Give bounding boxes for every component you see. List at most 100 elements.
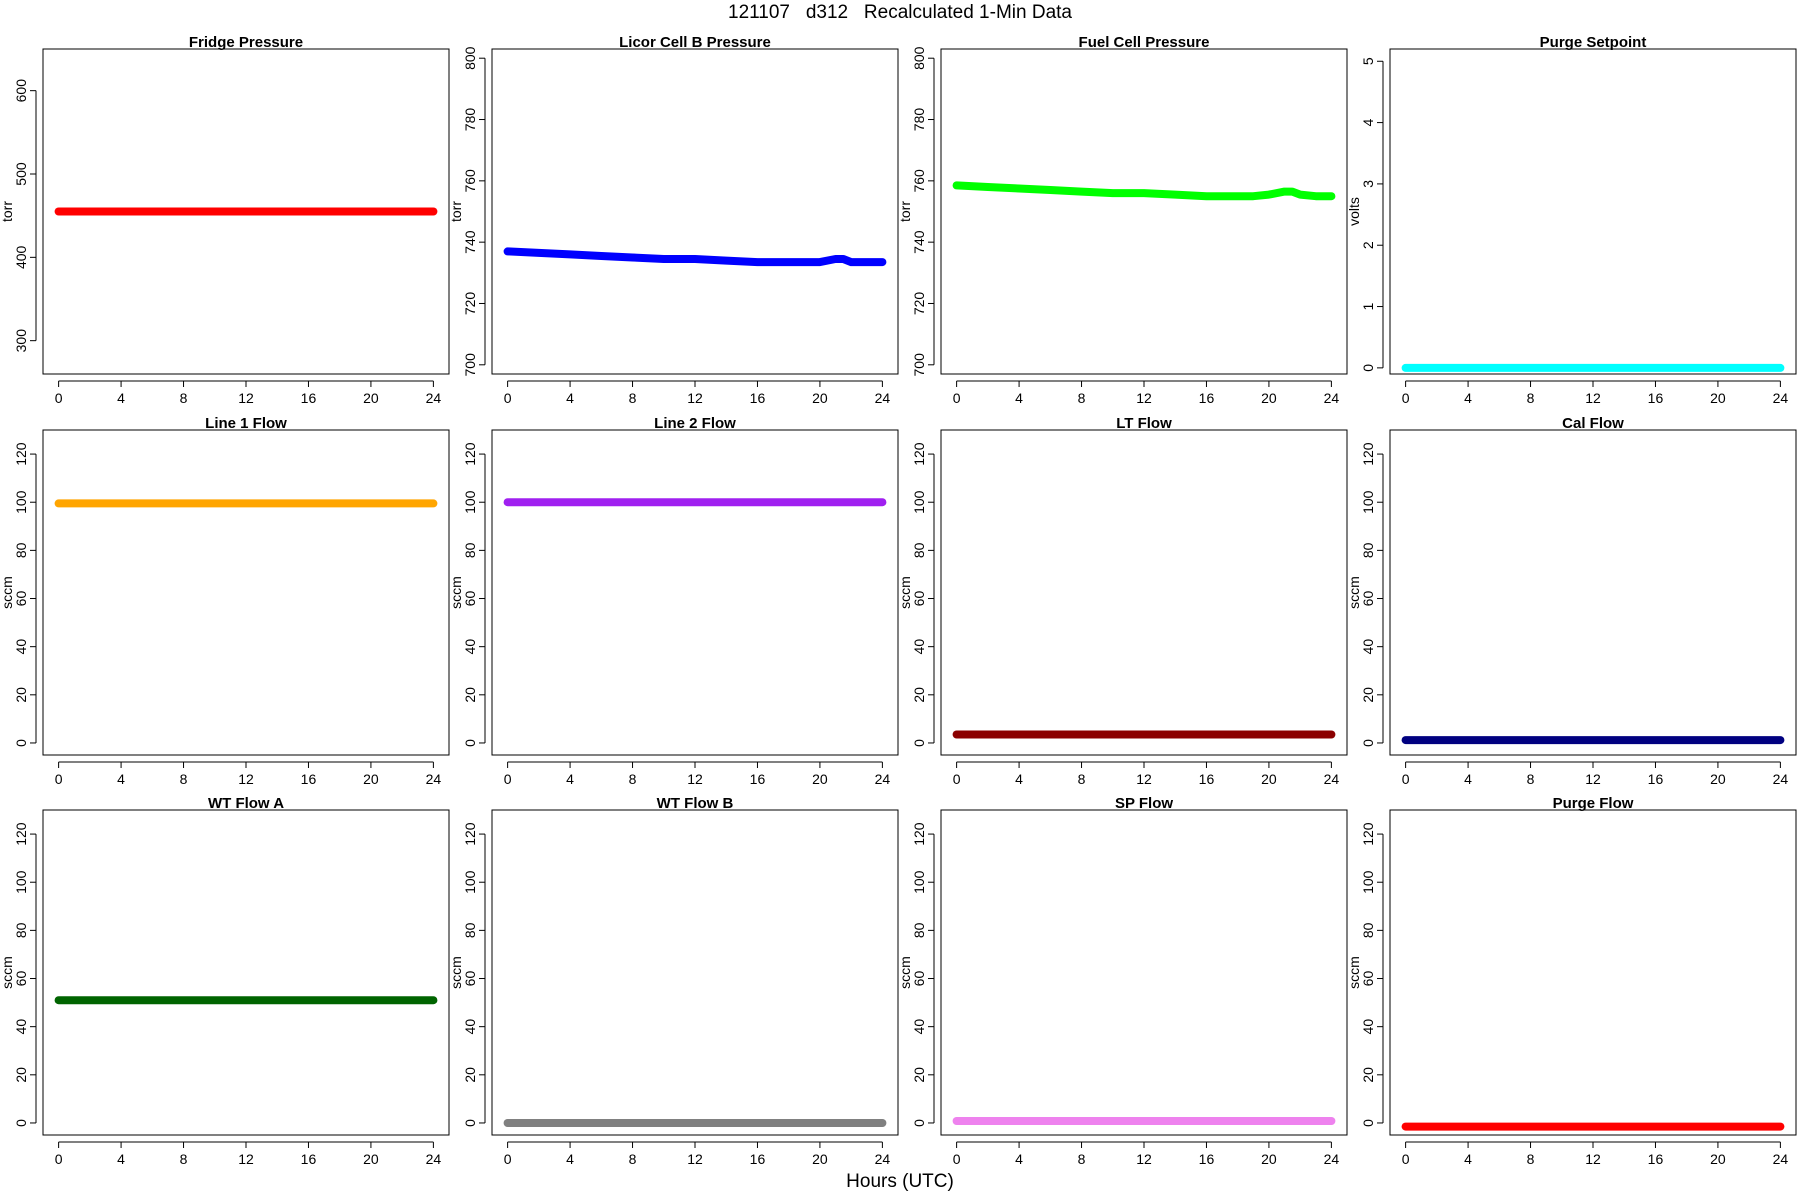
plot-frame — [491, 48, 899, 375]
x-tick-label: 24 — [1324, 1151, 1340, 1167]
y-tick-label: 780 — [911, 108, 927, 132]
y-tick-label: 60 — [911, 591, 927, 607]
y-tick-label: 60 — [1360, 971, 1376, 987]
y-tick-label: 700 — [911, 353, 927, 377]
y-tick-label: 120 — [911, 442, 927, 466]
x-tick-label: 0 — [953, 390, 961, 406]
y-axis-label: sccm — [0, 956, 15, 989]
x-tick-label: 4 — [117, 771, 125, 787]
x-tick-label: 12 — [1585, 1151, 1601, 1167]
x-tick-label: 8 — [180, 771, 188, 787]
x-axis-caption: Hours (UTC) — [846, 1171, 954, 1192]
y-tick-label: 40 — [911, 639, 927, 655]
x-tick-label: 24 — [875, 390, 891, 406]
page-title: 121107 d312 Recalculated 1-Min Data — [728, 2, 1072, 23]
x-tick-label: 4 — [1015, 390, 1023, 406]
y-tick-label: 0 — [1360, 364, 1376, 372]
data-series — [952, 181, 1336, 201]
y-tick-label: 20 — [462, 687, 478, 703]
x-tick-label: 8 — [629, 390, 637, 406]
x-tick-label: 12 — [1136, 390, 1152, 406]
y-tick-label: 720 — [462, 292, 478, 316]
y-axis-label: sccm — [1346, 576, 1362, 609]
y-tick-label: 600 — [13, 79, 29, 103]
x-tick-label: 0 — [953, 1151, 961, 1167]
x-tick-label: 20 — [1261, 390, 1277, 406]
y-tick-label: 20 — [911, 1067, 927, 1083]
y-tick-label: 100 — [911, 870, 927, 894]
x-tick-label: 4 — [566, 771, 574, 787]
x-tick-label: 8 — [1527, 1151, 1535, 1167]
chart-title: Fridge Pressure — [189, 34, 303, 51]
y-tick-label: 120 — [462, 822, 478, 846]
plot-frame — [42, 48, 450, 375]
x-tick-label: 24 — [426, 771, 442, 787]
plot-frame — [1389, 809, 1797, 1136]
plot-frame — [42, 429, 450, 756]
x-tick-label: 0 — [55, 771, 63, 787]
y-tick-label: 100 — [13, 870, 29, 894]
y-tick-label: 120 — [1360, 822, 1376, 846]
chart-panel: Line 2 Flow 0 4 8 12 16 20 24 0 20 40 60 80 100 120 scc… — [448, 415, 899, 787]
x-tick-label: 20 — [363, 1151, 379, 1167]
x-tick-label: 20 — [1710, 390, 1726, 406]
x-tick-label: 0 — [953, 771, 961, 787]
y-tick-label: 80 — [1360, 922, 1376, 938]
y-tick-label: 20 — [462, 1067, 478, 1083]
y-tick-label: 740 — [462, 230, 478, 254]
chart-title: Line 2 Flow — [654, 415, 736, 432]
x-tick-label: 16 — [1648, 1151, 1664, 1167]
x-tick-label: 20 — [1710, 771, 1726, 787]
x-tick-label: 8 — [1527, 390, 1535, 406]
y-tick-label: 80 — [1360, 542, 1376, 558]
y-tick-label: 20 — [911, 687, 927, 703]
y-tick-label: 80 — [13, 542, 29, 558]
x-tick-label: 16 — [1199, 1151, 1215, 1167]
y-tick-label: 500 — [13, 162, 29, 186]
x-tick-label: 0 — [1402, 1151, 1410, 1167]
chart-panel: LT Flow 0 4 8 12 16 20 24 0 20 40 60 80 100 120 sccm — [897, 415, 1348, 787]
x-tick-label: 24 — [1324, 390, 1340, 406]
y-tick-label: 0 — [911, 739, 927, 747]
x-tick-label: 12 — [238, 1151, 254, 1167]
x-tick-label: 12 — [687, 1151, 703, 1167]
plot-frame — [42, 809, 450, 1136]
y-tick-label: 0 — [462, 1119, 478, 1127]
chart-title: Purge Flow — [1553, 795, 1634, 812]
y-tick-label: 60 — [13, 591, 29, 607]
chart-title: Cal Flow — [1562, 415, 1624, 432]
x-tick-label: 24 — [1773, 771, 1789, 787]
y-tick-label: 120 — [462, 442, 478, 466]
plot-frame — [940, 809, 1348, 1136]
x-tick-label: 16 — [1199, 390, 1215, 406]
x-tick-label: 16 — [1648, 771, 1664, 787]
x-tick-label: 4 — [566, 1151, 574, 1167]
y-tick-label: 0 — [1360, 739, 1376, 747]
plot-frame — [1389, 48, 1797, 375]
x-tick-label: 12 — [1136, 771, 1152, 787]
x-tick-label: 4 — [117, 1151, 125, 1167]
x-tick-label: 12 — [238, 390, 254, 406]
x-tick-label: 16 — [1648, 390, 1664, 406]
y-tick-label: 40 — [462, 1019, 478, 1035]
x-tick-label: 16 — [301, 771, 317, 787]
x-tick-label: 20 — [812, 1151, 828, 1167]
x-tick-label: 4 — [117, 390, 125, 406]
x-tick-label: 24 — [426, 390, 442, 406]
y-tick-label: 0 — [462, 739, 478, 747]
chart-panel: Fuel Cell Pressure 0 4 8 12 16 20 24 700 720 740 76… — [897, 34, 1348, 406]
x-tick-label: 0 — [504, 390, 512, 406]
x-tick-label: 4 — [1464, 1151, 1472, 1167]
y-axis-label: sccm — [448, 576, 464, 609]
x-tick-label: 8 — [1078, 390, 1086, 406]
x-tick-label: 4 — [1015, 1151, 1023, 1167]
chart-panel: Purge Flow 0 4 8 12 16 20 24 0 20 40 60 80 100 120 sccm — [1346, 795, 1797, 1167]
y-tick-label: 40 — [911, 1019, 927, 1035]
chart-panel: SP Flow 0 4 8 12 16 20 24 0 20 40 60 80 100 120 sccm — [897, 795, 1348, 1167]
x-tick-label: 20 — [363, 390, 379, 406]
x-tick-label: 0 — [1402, 771, 1410, 787]
y-tick-label: 760 — [911, 169, 927, 193]
y-tick-label: 780 — [462, 108, 478, 132]
y-axis-label: torr — [0, 201, 15, 222]
plot-frame — [940, 429, 1348, 756]
